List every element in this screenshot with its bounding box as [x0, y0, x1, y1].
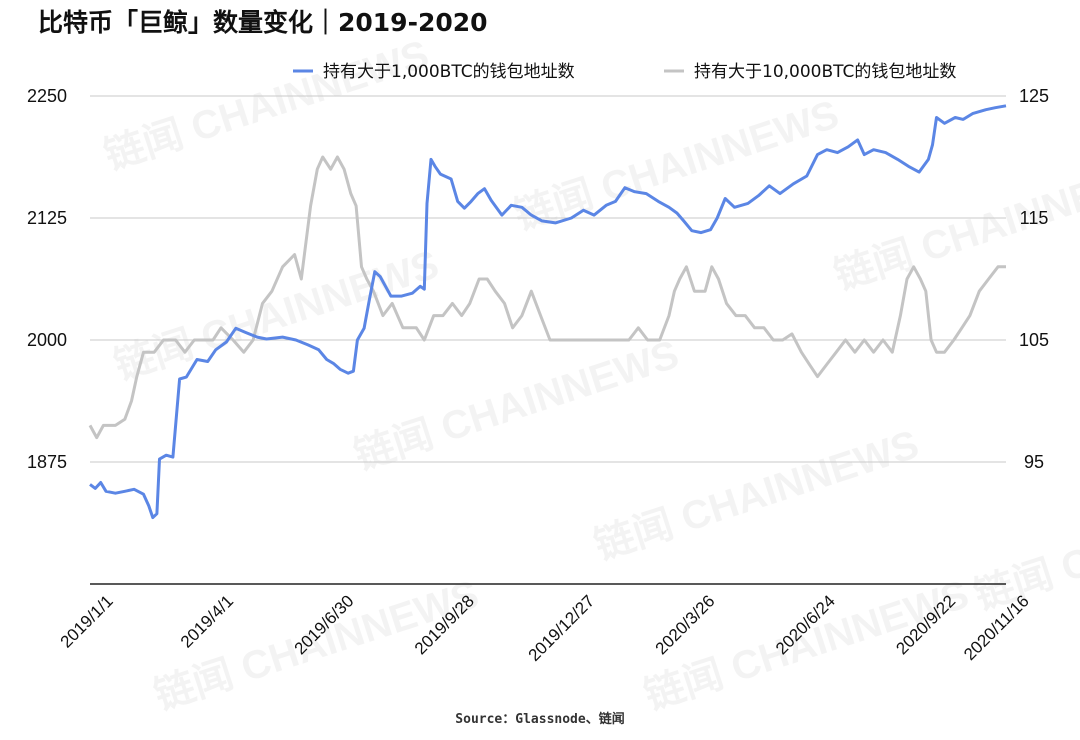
legend-label-series-1: 持有大于1,000BTC的钱包地址数	[323, 62, 575, 82]
y-right-tick-label: 115	[1020, 208, 1049, 228]
source-note: Source：Glassnode、链闻	[455, 711, 624, 727]
y-left-tick-label: 2000	[27, 330, 67, 350]
gridlines	[90, 95, 1006, 463]
series-line-10000btc	[88, 155, 1006, 440]
legend-label-series-2: 持有大于10,000BTC的钱包地址数	[694, 62, 956, 82]
y-axis-left: 1875 2000 2125 2250	[27, 86, 67, 472]
watermark-text: 链闻 CHAINNEWS	[109, 242, 444, 388]
y-right-tick-label: 95	[1024, 452, 1044, 472]
x-tick-label: 2019/12/27	[525, 591, 599, 665]
legend: 持有大于1,000BTC的钱包地址数 持有大于10,000BTC的钱包地址数	[293, 62, 956, 82]
x-tick-label: 2019/1/1	[57, 591, 117, 651]
chart-title: 比特币「巨鲸」数量变化｜2019-2020	[38, 8, 488, 37]
y-left-tick-label: 2250	[27, 86, 67, 106]
watermark-text: 链闻 CHAINNEWS	[509, 92, 844, 238]
watermark-text: 链闻 CHAINNEWS	[589, 422, 924, 568]
y-axis-right: 95 105 115 125	[1019, 86, 1049, 472]
y-left-tick-label: 1875	[27, 452, 67, 472]
x-tick-label: 2019/4/1	[177, 591, 237, 651]
watermark-text: 链闻 CHAINNEWS	[99, 32, 434, 178]
y-left-tick-label: 2125	[27, 208, 67, 228]
y-right-tick-label: 105	[1019, 330, 1049, 350]
watermark-text: 链闻 CHAINNEWS	[639, 572, 974, 718]
series-line-1000btc	[89, 104, 1007, 520]
watermark-text: 链闻 CHAINNEWS	[349, 332, 684, 478]
x-tick-label: 2020/3/26	[652, 591, 719, 658]
y-right-tick-label: 125	[1019, 86, 1049, 106]
